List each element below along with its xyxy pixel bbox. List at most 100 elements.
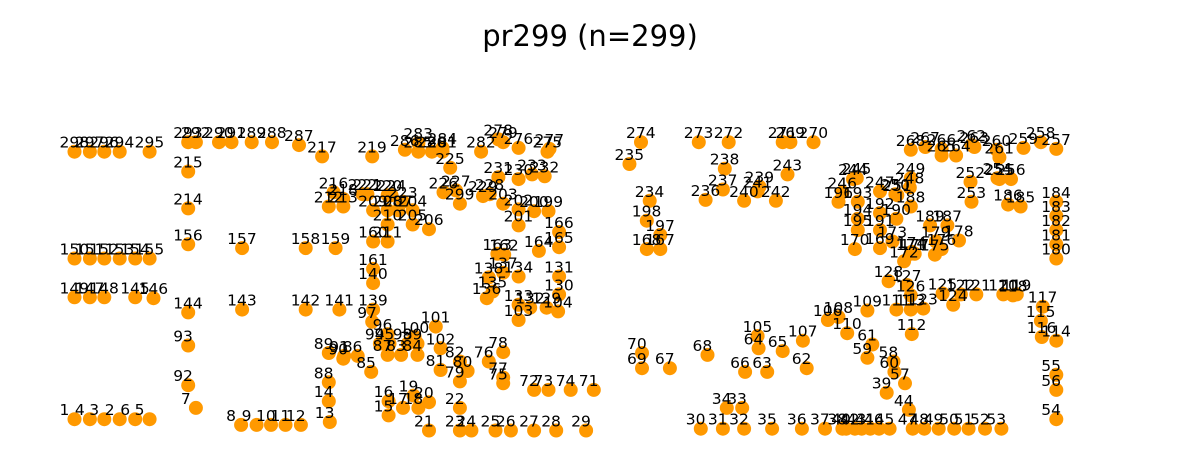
point-label: 28 bbox=[541, 413, 561, 431]
point-marker bbox=[293, 417, 308, 432]
point-label: 274 bbox=[626, 124, 656, 142]
point-marker bbox=[452, 354, 467, 369]
point-marker bbox=[523, 300, 538, 315]
point-marker bbox=[639, 242, 654, 257]
point-marker bbox=[1049, 251, 1064, 266]
point-marker bbox=[780, 167, 795, 182]
point-label: 109 bbox=[852, 293, 882, 311]
point-label: 231 bbox=[483, 159, 513, 177]
point-label: 94 bbox=[365, 326, 385, 344]
point-marker bbox=[994, 421, 1009, 436]
point-marker bbox=[97, 412, 112, 427]
point-label: 157 bbox=[227, 230, 257, 248]
point-marker bbox=[452, 423, 467, 438]
point-marker bbox=[541, 382, 556, 397]
point-label: 189 bbox=[915, 207, 945, 225]
point-label: 12 bbox=[286, 407, 306, 425]
point-label: 298 bbox=[60, 134, 90, 152]
point-label: 296 bbox=[89, 134, 119, 152]
point-label: 87 bbox=[373, 337, 393, 355]
point-label: 14 bbox=[314, 383, 334, 401]
point-label: 102 bbox=[426, 330, 456, 348]
point-label: 268 bbox=[896, 132, 926, 150]
point-label: 2 bbox=[105, 401, 115, 419]
point-label: 216 bbox=[319, 174, 349, 192]
point-label: 77 bbox=[488, 360, 508, 378]
point-label: 57 bbox=[890, 365, 910, 383]
point-label: 190 bbox=[881, 201, 911, 219]
point-marker bbox=[886, 354, 901, 369]
point-marker bbox=[527, 423, 542, 438]
point-marker bbox=[235, 302, 250, 317]
point-label: 63 bbox=[752, 354, 772, 372]
point-label: 58 bbox=[879, 344, 899, 362]
point-label: 141 bbox=[324, 292, 354, 310]
point-label: 153 bbox=[105, 241, 135, 259]
point-label: 177 bbox=[900, 236, 930, 254]
point-marker bbox=[735, 400, 750, 415]
point-label: 218 bbox=[328, 181, 358, 199]
point-label: 209 bbox=[358, 192, 388, 210]
point-marker bbox=[923, 218, 938, 233]
point-label: 241 bbox=[743, 173, 773, 191]
point-marker bbox=[212, 135, 226, 150]
point-label: 107 bbox=[788, 323, 818, 341]
point-marker bbox=[443, 160, 458, 175]
point-marker bbox=[405, 217, 420, 232]
point-label: 285 bbox=[403, 134, 433, 152]
point-label: 173 bbox=[878, 224, 908, 242]
point-marker bbox=[527, 382, 542, 397]
point-marker bbox=[464, 423, 479, 438]
point-label: 104 bbox=[543, 293, 573, 311]
point-label: 286 bbox=[390, 132, 420, 150]
point-label: 13 bbox=[315, 404, 335, 422]
point-marker bbox=[490, 246, 505, 261]
point-marker bbox=[97, 251, 112, 266]
point-marker bbox=[847, 242, 862, 257]
point-label: 45 bbox=[875, 411, 895, 429]
point-marker bbox=[496, 135, 511, 150]
point-marker bbox=[364, 364, 379, 379]
point-label: 159 bbox=[321, 230, 351, 248]
point-label: 108 bbox=[824, 299, 854, 317]
point-label: 55 bbox=[1041, 357, 1061, 375]
point-label: 114 bbox=[1041, 323, 1071, 341]
point-marker bbox=[337, 348, 352, 363]
point-marker bbox=[298, 241, 313, 256]
point-label: 82 bbox=[445, 344, 465, 362]
point-label: 191 bbox=[865, 212, 895, 230]
point-label: 222 bbox=[348, 176, 378, 194]
point-marker bbox=[394, 347, 409, 362]
point-label: 73 bbox=[534, 372, 554, 390]
point-label: 193 bbox=[843, 184, 873, 202]
point-label: 243 bbox=[773, 156, 803, 174]
point-label: 239 bbox=[745, 169, 775, 187]
point-label: 195 bbox=[843, 212, 873, 230]
point-marker bbox=[1013, 199, 1028, 214]
point-label: 119 bbox=[1002, 276, 1032, 294]
point-marker bbox=[873, 241, 887, 256]
point-marker bbox=[422, 423, 436, 438]
point-marker bbox=[479, 291, 494, 306]
point-marker bbox=[1049, 223, 1064, 238]
point-marker bbox=[531, 243, 546, 258]
point-marker bbox=[181, 305, 196, 320]
point-label: 207 bbox=[383, 192, 413, 210]
point-label: 67 bbox=[655, 350, 675, 368]
point-label: 69 bbox=[627, 350, 647, 368]
point-marker bbox=[244, 135, 259, 150]
point-marker bbox=[717, 161, 732, 176]
point-label: 124 bbox=[938, 287, 968, 305]
point-label: 128 bbox=[874, 263, 904, 281]
point-label: 25 bbox=[481, 413, 501, 431]
point-label: 215 bbox=[173, 154, 203, 172]
point-label: 9 bbox=[242, 407, 252, 425]
point-label: 169 bbox=[865, 230, 895, 248]
point-label: 30 bbox=[686, 411, 706, 429]
point-label: 29 bbox=[571, 413, 591, 431]
point-marker bbox=[321, 394, 336, 409]
point-marker bbox=[460, 364, 475, 378]
point-marker bbox=[963, 174, 978, 189]
point-marker bbox=[396, 194, 410, 209]
point-marker bbox=[831, 310, 846, 325]
